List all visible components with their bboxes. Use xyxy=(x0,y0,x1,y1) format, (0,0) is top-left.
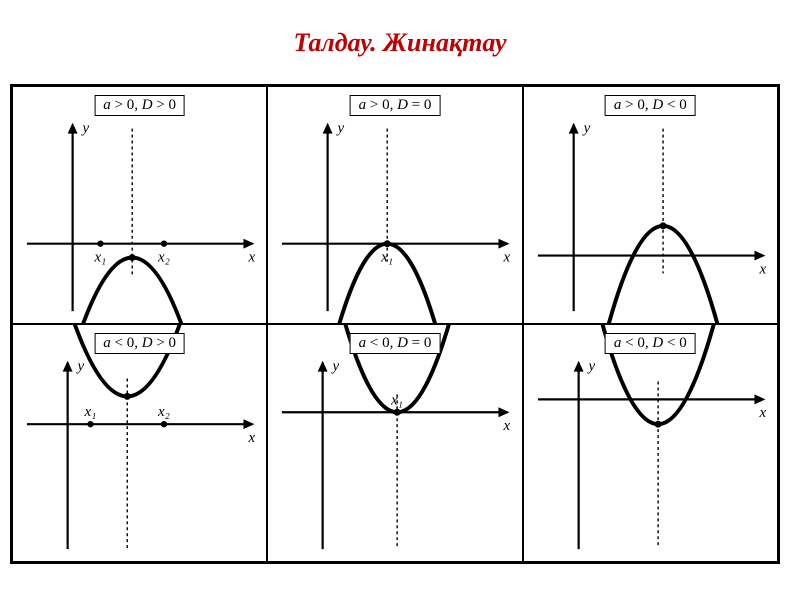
condition-label: a < 0, D < 0 xyxy=(605,333,696,354)
svg-text:y: y xyxy=(331,359,340,375)
condition-label: a > 0, D = 0 xyxy=(350,95,441,116)
condition-label: a < 0, D > 0 xyxy=(94,333,185,354)
svg-text:x: x xyxy=(503,418,511,434)
svg-text:x: x xyxy=(758,405,766,421)
svg-text:y: y xyxy=(336,121,345,137)
svg-text:x: x xyxy=(503,250,511,266)
svg-text:y: y xyxy=(81,121,90,137)
svg-text:x: x xyxy=(758,261,766,277)
page: Талдау. Жинақтау a > 0, D > 0yxx₁x₂a > 0… xyxy=(0,0,800,600)
parabola-cell: a < 0, D > 0 y x x₁ x₂ xyxy=(12,324,267,562)
condition-label: a < 0, D = 0 xyxy=(350,333,441,354)
svg-text:x: x xyxy=(247,250,255,266)
parabola-plot: y x x₁ xyxy=(268,325,521,561)
condition-label: a > 0, D < 0 xyxy=(605,95,696,116)
parabola-plot: y x x₁ x₂ xyxy=(13,87,266,323)
parabola-grid: a > 0, D > 0yxx₁x₂a > 0, D = 0yxx₁a > 0,… xyxy=(10,84,780,564)
parabola-plot: y x x₁ x₂ xyxy=(13,325,266,561)
page-title: Талдау. Жинақтау xyxy=(0,0,800,84)
svg-text:x₁: x₁ xyxy=(93,250,106,266)
parabola-plot: yx xyxy=(524,325,777,561)
svg-text:y: y xyxy=(76,359,85,375)
svg-text:y: y xyxy=(586,359,595,375)
svg-text:x₂: x₂ xyxy=(157,404,170,420)
parabola-cell: a > 0, D = 0 y x x₁ xyxy=(267,86,522,324)
svg-text:y: y xyxy=(581,121,590,137)
svg-text:x₁: x₁ xyxy=(391,392,404,408)
svg-text:x₂: x₂ xyxy=(157,250,170,266)
svg-text:x₁: x₁ xyxy=(381,250,394,266)
parabola-plot: y x x₁ xyxy=(268,87,521,323)
parabola-cell: a < 0, D = 0 y x x₁ xyxy=(267,324,522,562)
condition-label: a > 0, D > 0 xyxy=(94,95,185,116)
parabola-cell: a < 0, D < 0yx xyxy=(523,324,778,562)
svg-text:x: x xyxy=(247,430,255,446)
parabola-cell: a > 0, D > 0y x x₁ x₂ xyxy=(12,86,267,324)
parabola-plot: yx xyxy=(524,87,777,323)
svg-text:x₁: x₁ xyxy=(84,404,97,420)
parabola-cell: a > 0, D < 0yx xyxy=(523,86,778,324)
